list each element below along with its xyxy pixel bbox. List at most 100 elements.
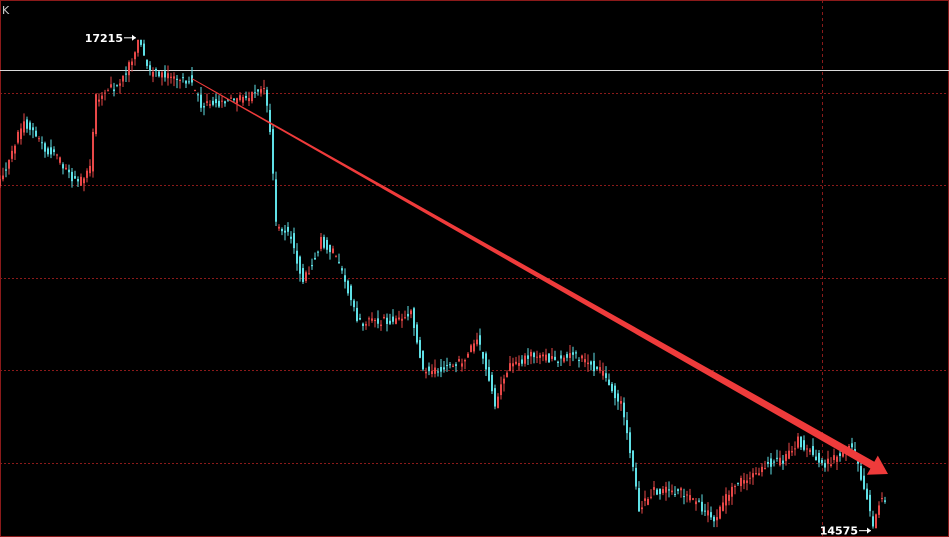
candle [545, 348, 547, 363]
candle-body [611, 383, 613, 392]
candle-body [26, 119, 28, 129]
candle [674, 486, 676, 498]
candle [410, 309, 412, 319]
candle [374, 318, 376, 328]
candle [413, 306, 415, 336]
candle [395, 315, 397, 325]
candle [164, 65, 166, 82]
candle [194, 89, 196, 92]
candle [212, 96, 214, 107]
candle-body [143, 43, 145, 56]
candle [188, 76, 190, 85]
candle-body [803, 440, 805, 450]
candle-body [107, 90, 109, 92]
candle-body [461, 363, 463, 367]
candle [671, 484, 673, 495]
candle-body [851, 443, 853, 448]
candle [626, 411, 628, 440]
candle-body [794, 448, 796, 450]
candle [53, 146, 55, 156]
candle [47, 146, 49, 157]
candle-body [170, 76, 172, 78]
candle [92, 128, 94, 178]
candle-body [50, 147, 52, 155]
candle-body [806, 448, 808, 450]
candle [365, 321, 367, 330]
candle-body [77, 178, 79, 182]
candle [392, 309, 394, 325]
candle-body [428, 366, 430, 372]
candle-body [872, 516, 874, 527]
candle-body [437, 371, 439, 373]
candle [614, 383, 616, 406]
candle-body [518, 363, 520, 366]
candle [191, 67, 193, 86]
candle-body [230, 97, 232, 99]
candle [884, 496, 886, 504]
candle [332, 245, 334, 254]
candle [737, 482, 739, 486]
candle-body [731, 486, 733, 497]
candle-body [167, 73, 169, 79]
candle [128, 60, 130, 83]
candle [818, 450, 820, 468]
candle [398, 310, 400, 321]
candle-body [596, 366, 598, 370]
candle-body [818, 453, 820, 463]
candle [830, 457, 832, 468]
candle-body [71, 171, 73, 182]
candle [527, 348, 529, 366]
candle-body [290, 236, 292, 239]
candle-body [698, 500, 700, 502]
candle [797, 432, 799, 449]
candle-body [431, 371, 433, 375]
candle-body [137, 39, 139, 53]
candle [776, 449, 778, 462]
candle-body [47, 148, 49, 155]
candle-body [584, 359, 586, 363]
candle-body [557, 361, 559, 363]
candle-body [704, 510, 706, 512]
candle [695, 497, 697, 511]
candle [728, 490, 730, 506]
candle-body [695, 501, 697, 505]
candle-body [608, 379, 610, 386]
candle [872, 510, 874, 529]
candle-body [482, 351, 484, 359]
candle-body [464, 360, 466, 362]
candle [707, 502, 709, 523]
candle-body [422, 350, 424, 370]
candle [704, 503, 706, 517]
candle [233, 98, 235, 102]
candle [851, 437, 853, 451]
candle-body [797, 436, 799, 448]
candle [389, 313, 391, 326]
candle-body [443, 367, 445, 370]
candle [587, 354, 589, 372]
candle-body [128, 62, 130, 76]
candle-body [182, 77, 184, 79]
candle-body [44, 143, 46, 152]
candle [554, 350, 556, 361]
candle [200, 86, 202, 112]
candle-body [617, 393, 619, 402]
annotation-arrowhead [867, 527, 871, 534]
candle [311, 258, 313, 270]
candle-body [206, 101, 208, 103]
candle-body [506, 372, 508, 378]
candle-body [386, 317, 388, 324]
candle-body [491, 374, 493, 392]
candle [401, 313, 403, 328]
candle-body [383, 316, 385, 319]
candle-body [629, 432, 631, 454]
candle [284, 225, 286, 241]
candle-body [860, 466, 862, 480]
candle [29, 120, 31, 136]
candle-body [509, 363, 511, 371]
candle [812, 438, 814, 457]
candle [506, 370, 508, 378]
candle-body [254, 92, 256, 94]
candle [590, 360, 592, 371]
candle [161, 70, 163, 86]
candle [719, 505, 721, 520]
